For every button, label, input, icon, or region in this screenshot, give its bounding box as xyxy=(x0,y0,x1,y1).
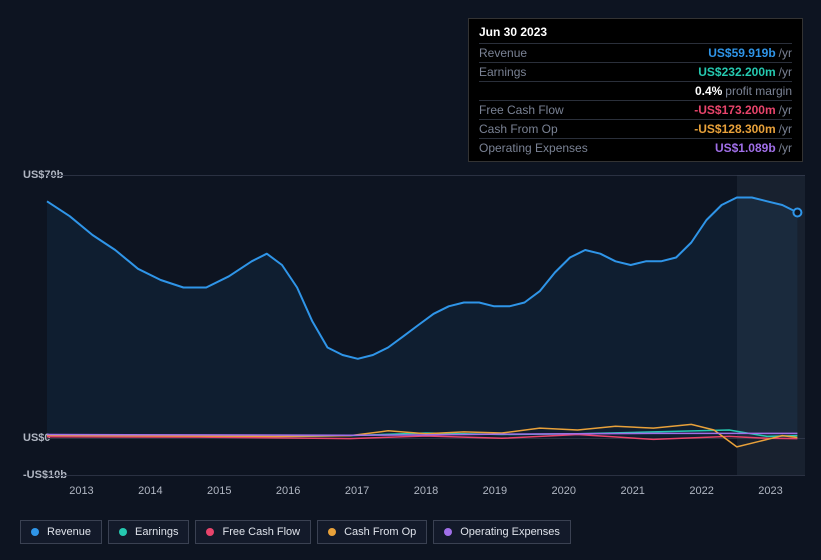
tooltip-row-value: -US$128.300m/yr xyxy=(694,122,792,136)
tooltip-row-label: Earnings xyxy=(479,65,526,79)
tooltip-row: Operating Expenses US$1.089b/yr xyxy=(479,138,792,157)
tooltip-date: Jun 30 2023 xyxy=(479,25,792,43)
tooltip-row: Revenue US$59.919b/yr xyxy=(479,43,792,62)
legend-label: Free Cash Flow xyxy=(222,526,300,538)
tooltip-row-label: Cash From Op xyxy=(479,122,558,136)
legend-label: Revenue xyxy=(47,526,91,538)
legend-dot-icon xyxy=(206,528,214,536)
revenue-end-marker xyxy=(793,209,801,217)
tooltip-row-label: Revenue xyxy=(479,46,527,60)
tooltip-row-label: Free Cash Flow xyxy=(479,103,564,117)
earnings-revenue-chart: US$70bUS$0-US$10b 2013201420152016201720… xyxy=(17,155,805,550)
x-axis-label: 2018 xyxy=(392,485,461,497)
x-axis-label: 2023 xyxy=(736,485,805,497)
legend-item-free-cash-flow[interactable]: Free Cash Flow xyxy=(195,520,311,544)
tooltip-row-value: US$1.089b/yr xyxy=(715,141,792,155)
x-axis-label: 2014 xyxy=(116,485,185,497)
x-axis-label: 2019 xyxy=(460,485,529,497)
tooltip-row: Earnings US$232.200m/yr xyxy=(479,62,792,81)
x-axis-label: 2021 xyxy=(598,485,667,497)
legend-label: Operating Expenses xyxy=(460,526,560,538)
tooltip-row: Free Cash Flow -US$173.200m/yr xyxy=(479,100,792,119)
tooltip-row-value: -US$173.200m/yr xyxy=(694,103,792,117)
legend-dot-icon xyxy=(31,528,39,536)
tooltip-row: Cash From Op -US$128.300m/yr xyxy=(479,119,792,138)
x-axis-label: 2015 xyxy=(185,485,254,497)
x-axis-label: 2017 xyxy=(323,485,392,497)
legend: Revenue Earnings Free Cash Flow Cash From O… xyxy=(20,520,571,544)
legend-dot-icon xyxy=(444,528,452,536)
tooltip-row-label: Operating Expenses xyxy=(479,141,588,155)
legend-label: Earnings xyxy=(135,526,178,538)
tooltip-row-value: US$59.919b/yr xyxy=(708,46,792,60)
legend-dot-icon xyxy=(119,528,127,536)
x-axis-label: 2016 xyxy=(254,485,323,497)
gridline xyxy=(47,475,805,476)
x-axis-labels: 2013201420152016201720182019202020212022… xyxy=(47,485,805,497)
legend-item-earnings[interactable]: Earnings xyxy=(108,520,189,544)
legend-label: Cash From Op xyxy=(344,526,416,538)
legend-dot-icon xyxy=(328,528,336,536)
series-fill-revenue xyxy=(47,198,797,438)
x-axis-label: 2013 xyxy=(47,485,116,497)
plot-area[interactable] xyxy=(47,175,805,475)
tooltip-row-value: 0.4%profit margin xyxy=(695,84,792,98)
x-axis-label: 2020 xyxy=(529,485,598,497)
tooltip-rows: Revenue US$59.919b/yr Earnings US$232.200m/… xyxy=(479,43,792,157)
x-axis-label: 2022 xyxy=(667,485,736,497)
legend-item-cash-from-op[interactable]: Cash From Op xyxy=(317,520,427,544)
tooltip-row-value: US$232.200m/yr xyxy=(698,65,792,79)
legend-item-revenue[interactable]: Revenue xyxy=(20,520,102,544)
tooltip-panel: Jun 30 2023 Revenue US$59.919b/yr Earnings… xyxy=(468,18,803,162)
legend-item-operating-expenses[interactable]: Operating Expenses xyxy=(433,520,571,544)
tooltip-row: 0.4%profit margin xyxy=(479,81,792,100)
chart-lines xyxy=(47,175,805,475)
